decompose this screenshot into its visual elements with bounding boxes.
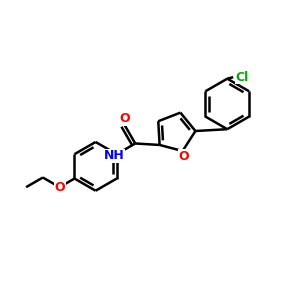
Text: O: O (54, 181, 65, 194)
Text: NH: NH (104, 149, 125, 162)
Text: O: O (119, 112, 130, 125)
Text: O: O (179, 150, 189, 163)
Text: Cl: Cl (236, 71, 249, 84)
